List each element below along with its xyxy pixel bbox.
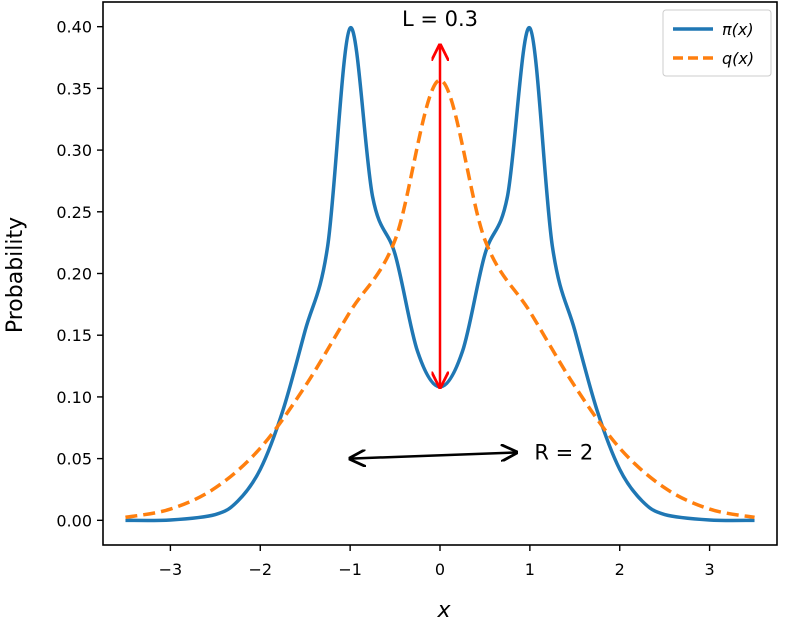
y-tick-label: 0.00 xyxy=(56,511,92,530)
annotation-arrow-R xyxy=(350,452,516,458)
y-tick-label: 0.15 xyxy=(56,326,92,345)
y-axis: 0.00 0.05 0.10 0.15 0.20 0.25 0.30 0.35 0.40 xyxy=(56,18,103,530)
y-tick-label: 0.05 xyxy=(56,450,92,469)
annotation-label-L: L = 0.3 xyxy=(402,7,478,31)
y-axis-label: Probability xyxy=(3,217,28,333)
legend-label-pi: π(x) xyxy=(722,20,754,39)
y-tick-label: 0.20 xyxy=(56,265,92,284)
y-tick-label: 0.40 xyxy=(56,18,92,37)
annotation-label-R: R = 2 xyxy=(534,440,593,464)
y-tick-label: 0.35 xyxy=(56,79,92,98)
x-axis-label: x xyxy=(436,598,451,623)
x-axis: −3 −2 −1 0 1 2 3 xyxy=(159,545,715,579)
x-tick-label: −1 xyxy=(338,560,362,579)
annotation-layer: L = 0.3 R = 2 xyxy=(350,7,593,464)
y-tick-label: 0.30 xyxy=(56,141,92,160)
legend: π(x) q(x) xyxy=(662,9,772,77)
x-tick-label: −3 xyxy=(159,560,183,579)
x-tick-label: 3 xyxy=(705,560,715,579)
y-tick-label: 0.25 xyxy=(56,203,92,222)
y-tick-label: 0.10 xyxy=(56,388,92,407)
legend-label-q: q(x) xyxy=(722,49,754,68)
x-tick-label: 1 xyxy=(525,560,535,579)
legend-box xyxy=(662,9,772,77)
x-tick-label: 2 xyxy=(615,560,625,579)
x-tick-label: 0 xyxy=(435,560,445,579)
x-tick-label: −2 xyxy=(248,560,272,579)
